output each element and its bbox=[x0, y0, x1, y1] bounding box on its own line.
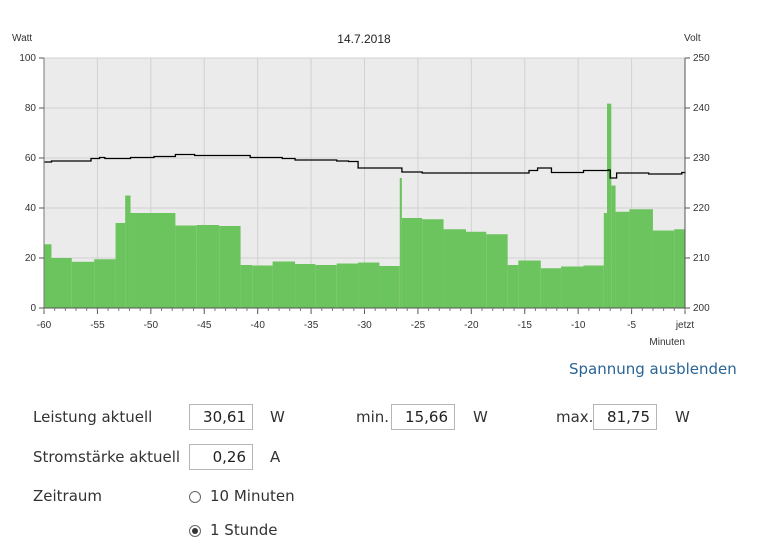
power-bar bbox=[94, 259, 116, 308]
power-bar bbox=[518, 260, 541, 308]
power-bar bbox=[674, 229, 685, 308]
axes: -60 -55 -50 -45 -40 -35 -30 -25 -20 -15 -10 -5 jetzt… bbox=[19, 53, 710, 331]
current-label: Stromstärke aktuell bbox=[33, 448, 181, 466]
power-bar bbox=[629, 209, 653, 308]
left-tick-label: 100 bbox=[19, 53, 36, 64]
power-bar bbox=[422, 219, 444, 308]
x-tick-label: -15 bbox=[518, 320, 533, 331]
min-label: min. bbox=[356, 408, 390, 426]
x-tick-label: -30 bbox=[357, 320, 372, 331]
power-bar bbox=[130, 213, 176, 308]
right-tick-label: 230 bbox=[693, 153, 710, 164]
current-value-field: 0,26 bbox=[189, 444, 253, 470]
power-bar bbox=[115, 223, 126, 308]
power-bar bbox=[44, 244, 52, 308]
left-tick-label: 60 bbox=[25, 153, 37, 164]
x-tick-label: -20 bbox=[464, 320, 479, 331]
radio-10-minutes-label[interactable]: 10 Minuten bbox=[210, 487, 295, 505]
max-value-field: 81,75 bbox=[593, 404, 657, 430]
power-bar bbox=[379, 266, 400, 308]
power-bar bbox=[401, 218, 423, 308]
power-unit: W bbox=[270, 408, 285, 426]
power-bar bbox=[272, 261, 296, 308]
power-bar bbox=[611, 185, 616, 308]
x-axis-label: Minuten bbox=[649, 337, 685, 348]
power-chart: -60 -55 -50 -45 -40 -35 -30 -25 -20 -15 -10 -5 jetzt… bbox=[12, 32, 710, 348]
timespan-label: Zeitraum bbox=[33, 487, 103, 505]
power-bar bbox=[252, 265, 273, 308]
power-bar bbox=[358, 262, 380, 308]
power-bar bbox=[465, 231, 487, 308]
max-label: max. bbox=[556, 408, 594, 426]
power-bar bbox=[561, 266, 584, 308]
right-tick-label: 250 bbox=[693, 53, 710, 64]
right-tick-label: 240 bbox=[693, 103, 710, 114]
power-bar bbox=[315, 265, 337, 308]
power-bar bbox=[51, 258, 72, 308]
radio-1-hour[interactable] bbox=[189, 525, 201, 537]
power-bar bbox=[583, 265, 604, 308]
power-label: Leistung aktuell bbox=[33, 408, 153, 426]
power-bar bbox=[443, 229, 466, 308]
x-tick-label: -5 bbox=[627, 320, 636, 331]
power-bar bbox=[336, 263, 359, 308]
right-tick-label: 200 bbox=[693, 303, 710, 314]
chart-title: 14.7.2018 bbox=[337, 32, 391, 46]
voltage-line bbox=[44, 153, 686, 179]
left-tick-label: 80 bbox=[25, 103, 37, 114]
power-bar bbox=[125, 195, 131, 308]
power-bar bbox=[507, 265, 519, 308]
power-bars bbox=[44, 103, 685, 308]
power-bar bbox=[486, 234, 508, 308]
power-bar bbox=[603, 213, 608, 308]
x-tick-label: -25 bbox=[411, 320, 426, 331]
x-tick-label: -10 bbox=[571, 320, 586, 331]
power-bar bbox=[71, 261, 95, 308]
power-bar bbox=[240, 265, 253, 308]
current-unit: A bbox=[270, 448, 281, 466]
power-bar bbox=[399, 178, 402, 308]
right-tick-label: 220 bbox=[693, 203, 710, 214]
power-bar bbox=[615, 211, 630, 308]
radio-1-hour-label[interactable]: 1 Stunde bbox=[210, 521, 278, 539]
power-bar bbox=[607, 103, 612, 308]
left-tick-label: 20 bbox=[25, 253, 37, 264]
x-tick-label: -55 bbox=[90, 320, 105, 331]
x-tick-label: -60 bbox=[37, 320, 52, 331]
power-bar bbox=[219, 226, 241, 308]
x-tick-label: -50 bbox=[144, 320, 159, 331]
power-bar bbox=[652, 230, 675, 308]
x-tick-label: jetzt bbox=[675, 320, 695, 331]
max-unit: W bbox=[675, 408, 690, 426]
power-bar bbox=[175, 225, 197, 308]
x-tick-label: -35 bbox=[304, 320, 319, 331]
x-tick-label: -45 bbox=[197, 320, 212, 331]
power-bar bbox=[295, 264, 316, 308]
power-bar bbox=[540, 268, 562, 308]
left-axis-label: Watt bbox=[12, 33, 32, 44]
hide-voltage-link[interactable]: Spannung ausblenden bbox=[569, 360, 737, 378]
x-tick-label: -40 bbox=[250, 320, 265, 331]
left-tick-label: 0 bbox=[30, 303, 36, 314]
right-tick-label: 210 bbox=[693, 253, 710, 264]
left-tick-label: 40 bbox=[25, 203, 37, 214]
power-bar bbox=[196, 225, 220, 308]
radio-10-minutes[interactable] bbox=[189, 491, 201, 503]
power-value-field: 30,61 bbox=[189, 404, 253, 430]
right-axis-label: Volt bbox=[684, 33, 701, 44]
min-value-field: 15,66 bbox=[391, 404, 455, 430]
min-unit: W bbox=[473, 408, 488, 426]
